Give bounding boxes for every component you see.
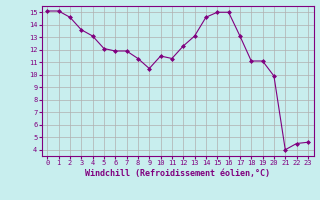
X-axis label: Windchill (Refroidissement éolien,°C): Windchill (Refroidissement éolien,°C) <box>85 169 270 178</box>
